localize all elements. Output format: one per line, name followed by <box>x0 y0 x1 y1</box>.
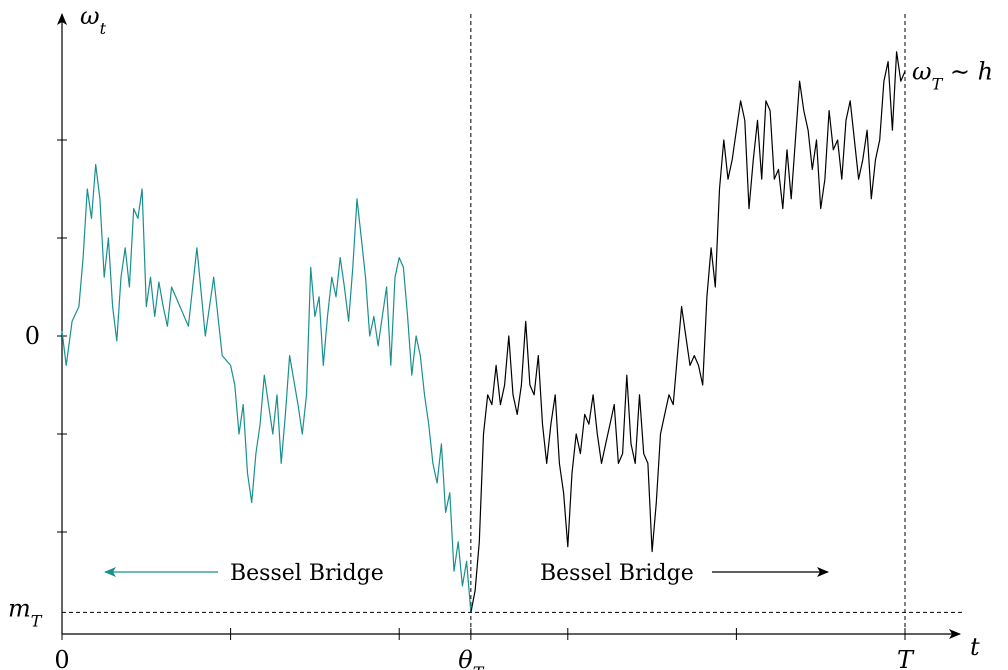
ticks: 0 θT T 0 <box>25 140 915 670</box>
x-tick-label: θT <box>458 646 484 670</box>
min-level-label: mT <box>8 594 43 630</box>
x-tick-label: T <box>897 646 915 670</box>
end-value-label: ωT ∼ h <box>912 57 993 93</box>
series-line-2 <box>471 52 905 613</box>
y-tick-label: 0 <box>25 322 40 350</box>
bessel-left-label: Bessel Bridge <box>230 561 384 586</box>
series-line-1 <box>62 165 471 613</box>
bessel-right-label: Bessel Bridge <box>540 561 694 586</box>
series-group: ωT ∼ h <box>62 52 993 613</box>
x-axis-label: t <box>970 633 980 661</box>
reference-lines: mT <box>8 14 965 634</box>
x-tick-label: 0 <box>54 646 69 670</box>
y-axis-label: ωt <box>80 2 107 38</box>
